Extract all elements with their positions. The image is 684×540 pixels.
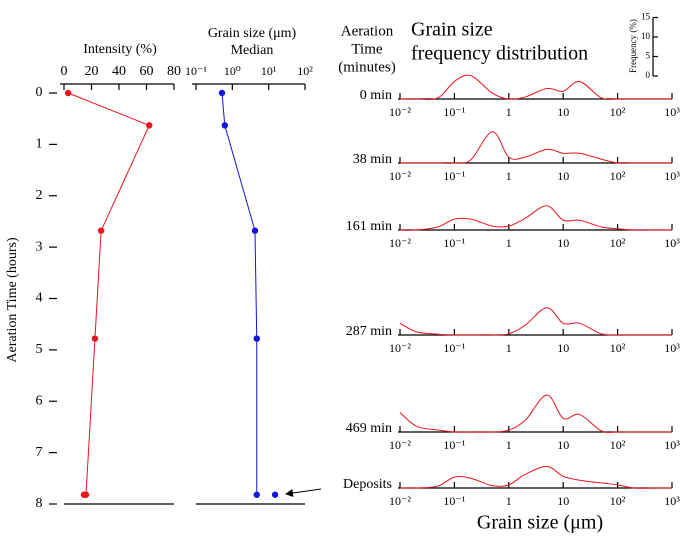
x-tick-label: 1 <box>506 236 512 250</box>
row-label: 287 min <box>346 324 392 339</box>
header: Time <box>351 41 382 57</box>
x-tick-label: 10² <box>610 169 626 183</box>
x-tick-label: 80 <box>167 64 181 79</box>
panel-title: Grain size (μm) <box>208 26 297 41</box>
x-tick-label: 10² <box>610 236 626 250</box>
x-tick-label: 1 <box>506 438 512 452</box>
x-tick-label: 1 <box>506 341 512 355</box>
distribution-curve <box>400 131 672 164</box>
y-tick-label: 4 <box>36 291 43 306</box>
x-tick-label: 10 <box>557 105 569 119</box>
distribution-curve <box>399 466 672 489</box>
y-axis-label: Frequency (%) <box>628 19 638 73</box>
row-label: 161 min <box>346 219 392 234</box>
x-axis-label: Grain size (μm) <box>477 512 603 534</box>
x-tick-label: 10² <box>610 341 626 355</box>
distribution-curve <box>399 205 672 231</box>
x-tick-label: 10³ <box>664 169 680 183</box>
x-tick-label: 10³ <box>664 236 680 250</box>
x-tick-label: 10⁻² <box>389 341 411 355</box>
x-tick-label: 60 <box>140 64 154 79</box>
point <box>221 122 228 129</box>
y-tick-label: 15 <box>641 12 651 22</box>
y-tick-label: 0 <box>36 85 43 100</box>
y-tick-label: 3 <box>36 239 43 254</box>
x-tick-label: 10² <box>297 64 313 78</box>
row-label: 469 min <box>346 421 392 436</box>
header: (minutes) <box>338 59 396 75</box>
y-tick-label: 10 <box>641 31 651 41</box>
y-tick-label: 1 <box>36 137 43 152</box>
x-tick-label: 10³ <box>664 341 680 355</box>
x-tick-label: 10 <box>557 236 569 250</box>
x-tick-label: 10³ <box>664 105 680 119</box>
x-tick-label: 20 <box>85 64 99 79</box>
x-tick-label: 10⁻² <box>389 438 411 452</box>
line <box>221 92 258 495</box>
x-tick-label: 10⁻¹ <box>443 438 465 452</box>
point <box>251 227 259 234</box>
x-tick-label: 10² <box>610 494 626 508</box>
x-tick-label: 10⁻¹ <box>443 236 465 250</box>
y-tick-label: 7 <box>36 445 43 460</box>
point <box>253 491 260 498</box>
y-tick-label: 0 <box>646 70 651 80</box>
x-tick-label: 10 <box>557 169 569 183</box>
row-label: Deposits <box>343 477 392 492</box>
x-tick-label: 1 <box>506 105 512 119</box>
x-tick-label: 40 <box>112 64 126 79</box>
point <box>271 491 279 498</box>
panel-title: Median <box>231 43 274 58</box>
x-tick-label: 10² <box>610 105 626 119</box>
x-tick-label: 10⁻² <box>389 169 411 183</box>
x-tick-label: 10⁻¹ <box>443 169 465 183</box>
x-tick-label: 1 <box>506 169 512 183</box>
x-tick-label: 10 <box>557 438 569 452</box>
point <box>253 335 260 342</box>
distribution-curve <box>399 307 672 336</box>
x-tick-label: 10 <box>557 341 569 355</box>
panel-title: Grain size <box>411 19 493 41</box>
x-tick-label: 10² <box>610 438 626 452</box>
x-tick-label: 10¹ <box>261 64 277 78</box>
x-tick-label: 10⁻² <box>389 494 411 508</box>
y-axis-label: Aeration Time (hours) <box>5 237 20 363</box>
y-tick-label: 5 <box>36 342 43 357</box>
x-tick-label: 10⁻² <box>389 105 411 119</box>
x-tick-label: 10⁻² <box>389 236 411 250</box>
x-tick-label: 10⁰ <box>224 64 241 78</box>
y-tick-label: 6 <box>36 393 43 408</box>
x-axis-label: Intensity (%) <box>83 42 157 57</box>
point <box>64 89 72 97</box>
point <box>97 227 105 234</box>
header: Aeration <box>341 23 394 39</box>
distribution-curve <box>399 74 672 100</box>
y-tick-label: 2 <box>36 188 43 203</box>
x-tick-label: 10 <box>557 494 569 508</box>
line <box>67 92 150 495</box>
x-tick-label: 10⁻¹ <box>185 64 207 78</box>
x-tick-label: 0 <box>61 64 68 79</box>
arrow <box>285 488 322 497</box>
distribution-curve <box>399 394 672 433</box>
row-label: 38 min <box>353 152 392 167</box>
point <box>146 122 153 129</box>
x-tick-label: 10⁻¹ <box>443 341 465 355</box>
y-tick-label: 8 <box>36 496 43 511</box>
row-label: 0 min <box>360 88 392 103</box>
x-tick-label: 1 <box>506 494 512 508</box>
x-tick-label: 10³ <box>664 438 680 452</box>
panel-title: frequency distribution <box>411 43 588 65</box>
point <box>91 335 99 342</box>
point <box>218 89 226 97</box>
point <box>80 491 88 498</box>
y-tick-label: 5 <box>646 51 651 61</box>
x-tick-label: 10⁻¹ <box>443 494 465 508</box>
x-tick-label: 10⁻¹ <box>443 105 465 119</box>
x-tick-label: 10³ <box>664 494 680 508</box>
